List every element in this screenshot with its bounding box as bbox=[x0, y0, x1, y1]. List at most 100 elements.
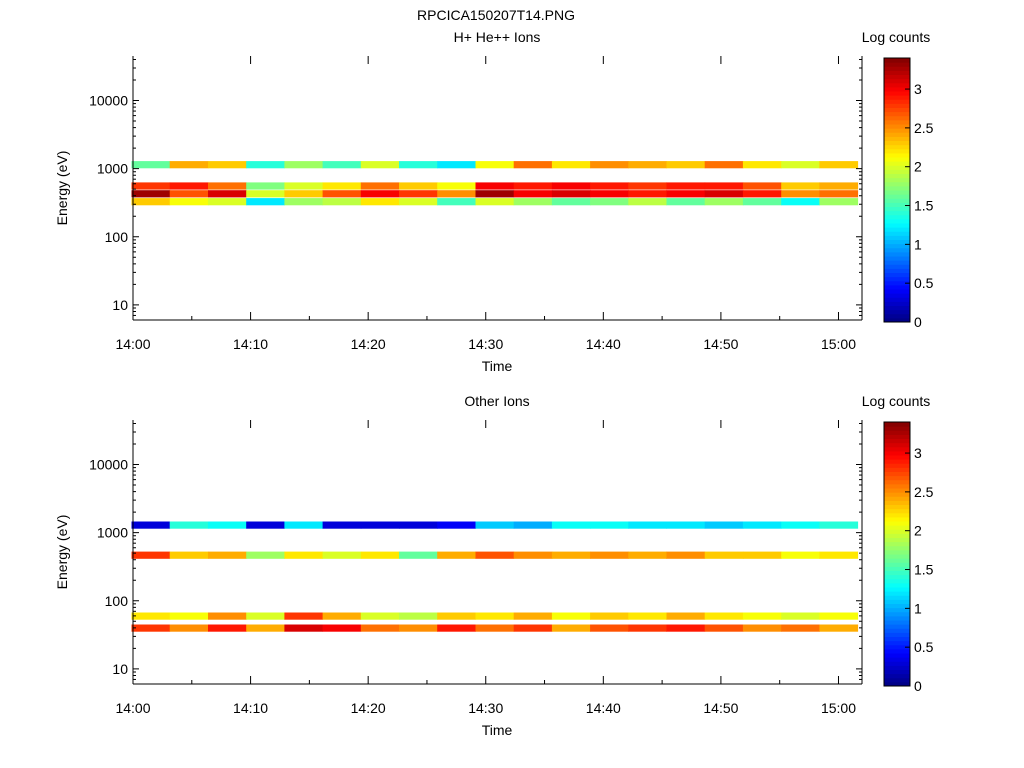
heatmap-cell bbox=[819, 612, 859, 620]
heatmap-cell bbox=[513, 182, 553, 190]
colorbar-swatch bbox=[884, 276, 910, 282]
heatmap-cell bbox=[781, 190, 820, 198]
heatmap-cell bbox=[360, 198, 400, 206]
heatmap-cell bbox=[590, 198, 629, 206]
colorbar-swatch bbox=[884, 587, 910, 592]
colorbar-swatch bbox=[884, 268, 910, 274]
colorbar-tick-label: 2 bbox=[914, 523, 922, 539]
colorbar-swatch bbox=[884, 541, 910, 547]
heatmap-cell bbox=[399, 612, 438, 620]
heatmap-cell bbox=[551, 624, 591, 632]
heatmap-cell bbox=[628, 612, 667, 620]
heatmap-cell bbox=[322, 521, 362, 529]
colorbar-swatch bbox=[884, 190, 910, 195]
colorbar-swatch bbox=[884, 111, 910, 117]
colorbar-swatch bbox=[884, 446, 910, 452]
colorbar-swatch bbox=[884, 198, 910, 203]
colorbar-tick-label: 1 bbox=[914, 236, 922, 252]
heatmap-cell bbox=[590, 190, 629, 198]
heatmap-cell bbox=[475, 198, 515, 206]
heatmap-cell bbox=[284, 624, 324, 632]
colorbar-tick-label: 3 bbox=[914, 81, 922, 97]
heatmap-cell bbox=[284, 190, 324, 198]
x-tick-label: 14:40 bbox=[586, 336, 621, 352]
heatmap-cell bbox=[169, 182, 209, 190]
heatmap-cell bbox=[781, 521, 820, 529]
colorbar-swatch bbox=[884, 210, 910, 216]
colorbar-swatch bbox=[884, 280, 910, 286]
x-tick-label: 14:50 bbox=[703, 336, 738, 352]
heatmap-cell bbox=[437, 190, 476, 198]
colorbar-swatch bbox=[884, 615, 910, 621]
heatmap-cell bbox=[169, 624, 209, 632]
heatmap-cell bbox=[551, 161, 591, 169]
heatmap-cell bbox=[704, 182, 744, 190]
heatmap-cell bbox=[437, 612, 476, 620]
heatmap-cell bbox=[169, 521, 209, 529]
colorbar-tick-label: 0.5 bbox=[914, 639, 934, 655]
colorbar-swatch bbox=[884, 558, 910, 563]
heatmap-cell bbox=[666, 521, 706, 529]
heatmap-cell bbox=[246, 182, 285, 190]
colorbar-swatch bbox=[884, 70, 910, 76]
heatmap-cell bbox=[704, 161, 744, 169]
x-axis-label: Time bbox=[482, 722, 513, 738]
colorbar-swatch bbox=[884, 570, 910, 576]
colorbar-swatch bbox=[884, 644, 910, 650]
heatmap-cell bbox=[781, 161, 820, 169]
x-tick-label: 15:00 bbox=[821, 336, 856, 352]
heatmap-cell bbox=[551, 521, 591, 529]
colorbar-tick-label: 2.5 bbox=[914, 484, 934, 500]
colorbar-swatch bbox=[884, 66, 910, 71]
colorbar-swatch bbox=[884, 562, 910, 567]
colorbar-swatch bbox=[884, 459, 910, 464]
heatmap-cell bbox=[246, 198, 285, 206]
y-tick-label: 1000 bbox=[97, 161, 128, 177]
heatmap-cell bbox=[742, 190, 782, 198]
heatmap-cell bbox=[551, 551, 591, 559]
colorbar-label: Log counts bbox=[862, 29, 931, 45]
colorbar-swatch bbox=[884, 62, 910, 67]
colorbar-swatch bbox=[884, 95, 910, 100]
heatmap-cell bbox=[360, 161, 400, 169]
heatmap-cell bbox=[742, 551, 782, 559]
heatmap-cells bbox=[131, 521, 859, 632]
heatmap-cell bbox=[742, 521, 782, 529]
colorbar-swatch bbox=[884, 578, 910, 584]
heatmap-cell bbox=[475, 612, 515, 620]
colorbar-label: Log counts bbox=[862, 393, 931, 409]
colorbar-swatch bbox=[884, 289, 910, 294]
heatmap-cell bbox=[131, 551, 171, 559]
heatmap-cell bbox=[208, 521, 247, 529]
heatmap-cell bbox=[131, 624, 171, 632]
heatmap-cell bbox=[437, 624, 476, 632]
colorbar-swatch bbox=[884, 426, 910, 431]
heatmap-cell bbox=[399, 551, 438, 559]
colorbar-swatch bbox=[884, 504, 910, 510]
heatmap-cell bbox=[437, 161, 476, 169]
colorbar-swatch bbox=[884, 256, 910, 261]
colorbar-swatch bbox=[884, 471, 910, 477]
colorbar-swatch bbox=[884, 665, 910, 671]
heatmap-cell bbox=[590, 551, 629, 559]
heatmap-cell bbox=[399, 521, 438, 529]
colorbar-swatch bbox=[884, 525, 910, 530]
colorbar-swatch bbox=[884, 177, 910, 183]
x-tick-label: 14:00 bbox=[115, 700, 150, 716]
heatmap-cell bbox=[628, 182, 667, 190]
colorbar-swatch bbox=[884, 235, 910, 241]
x-axis-label: Time bbox=[482, 358, 513, 374]
colorbar-swatch bbox=[884, 136, 910, 142]
colorbar-tick-label: 0 bbox=[914, 314, 922, 330]
y-tick-label: 1000 bbox=[97, 525, 128, 541]
colorbar-swatch bbox=[884, 243, 910, 249]
heatmap-cell bbox=[704, 198, 744, 206]
heatmap-cell bbox=[284, 551, 324, 559]
heatmap-cell bbox=[437, 521, 476, 529]
heatmap-cell bbox=[742, 612, 782, 620]
heatmap-cell bbox=[628, 198, 667, 206]
colorbar-swatch bbox=[884, 132, 910, 137]
plot-frame bbox=[132, 420, 863, 685]
colorbar-swatch bbox=[884, 483, 910, 489]
heatmap-cell bbox=[781, 198, 820, 206]
